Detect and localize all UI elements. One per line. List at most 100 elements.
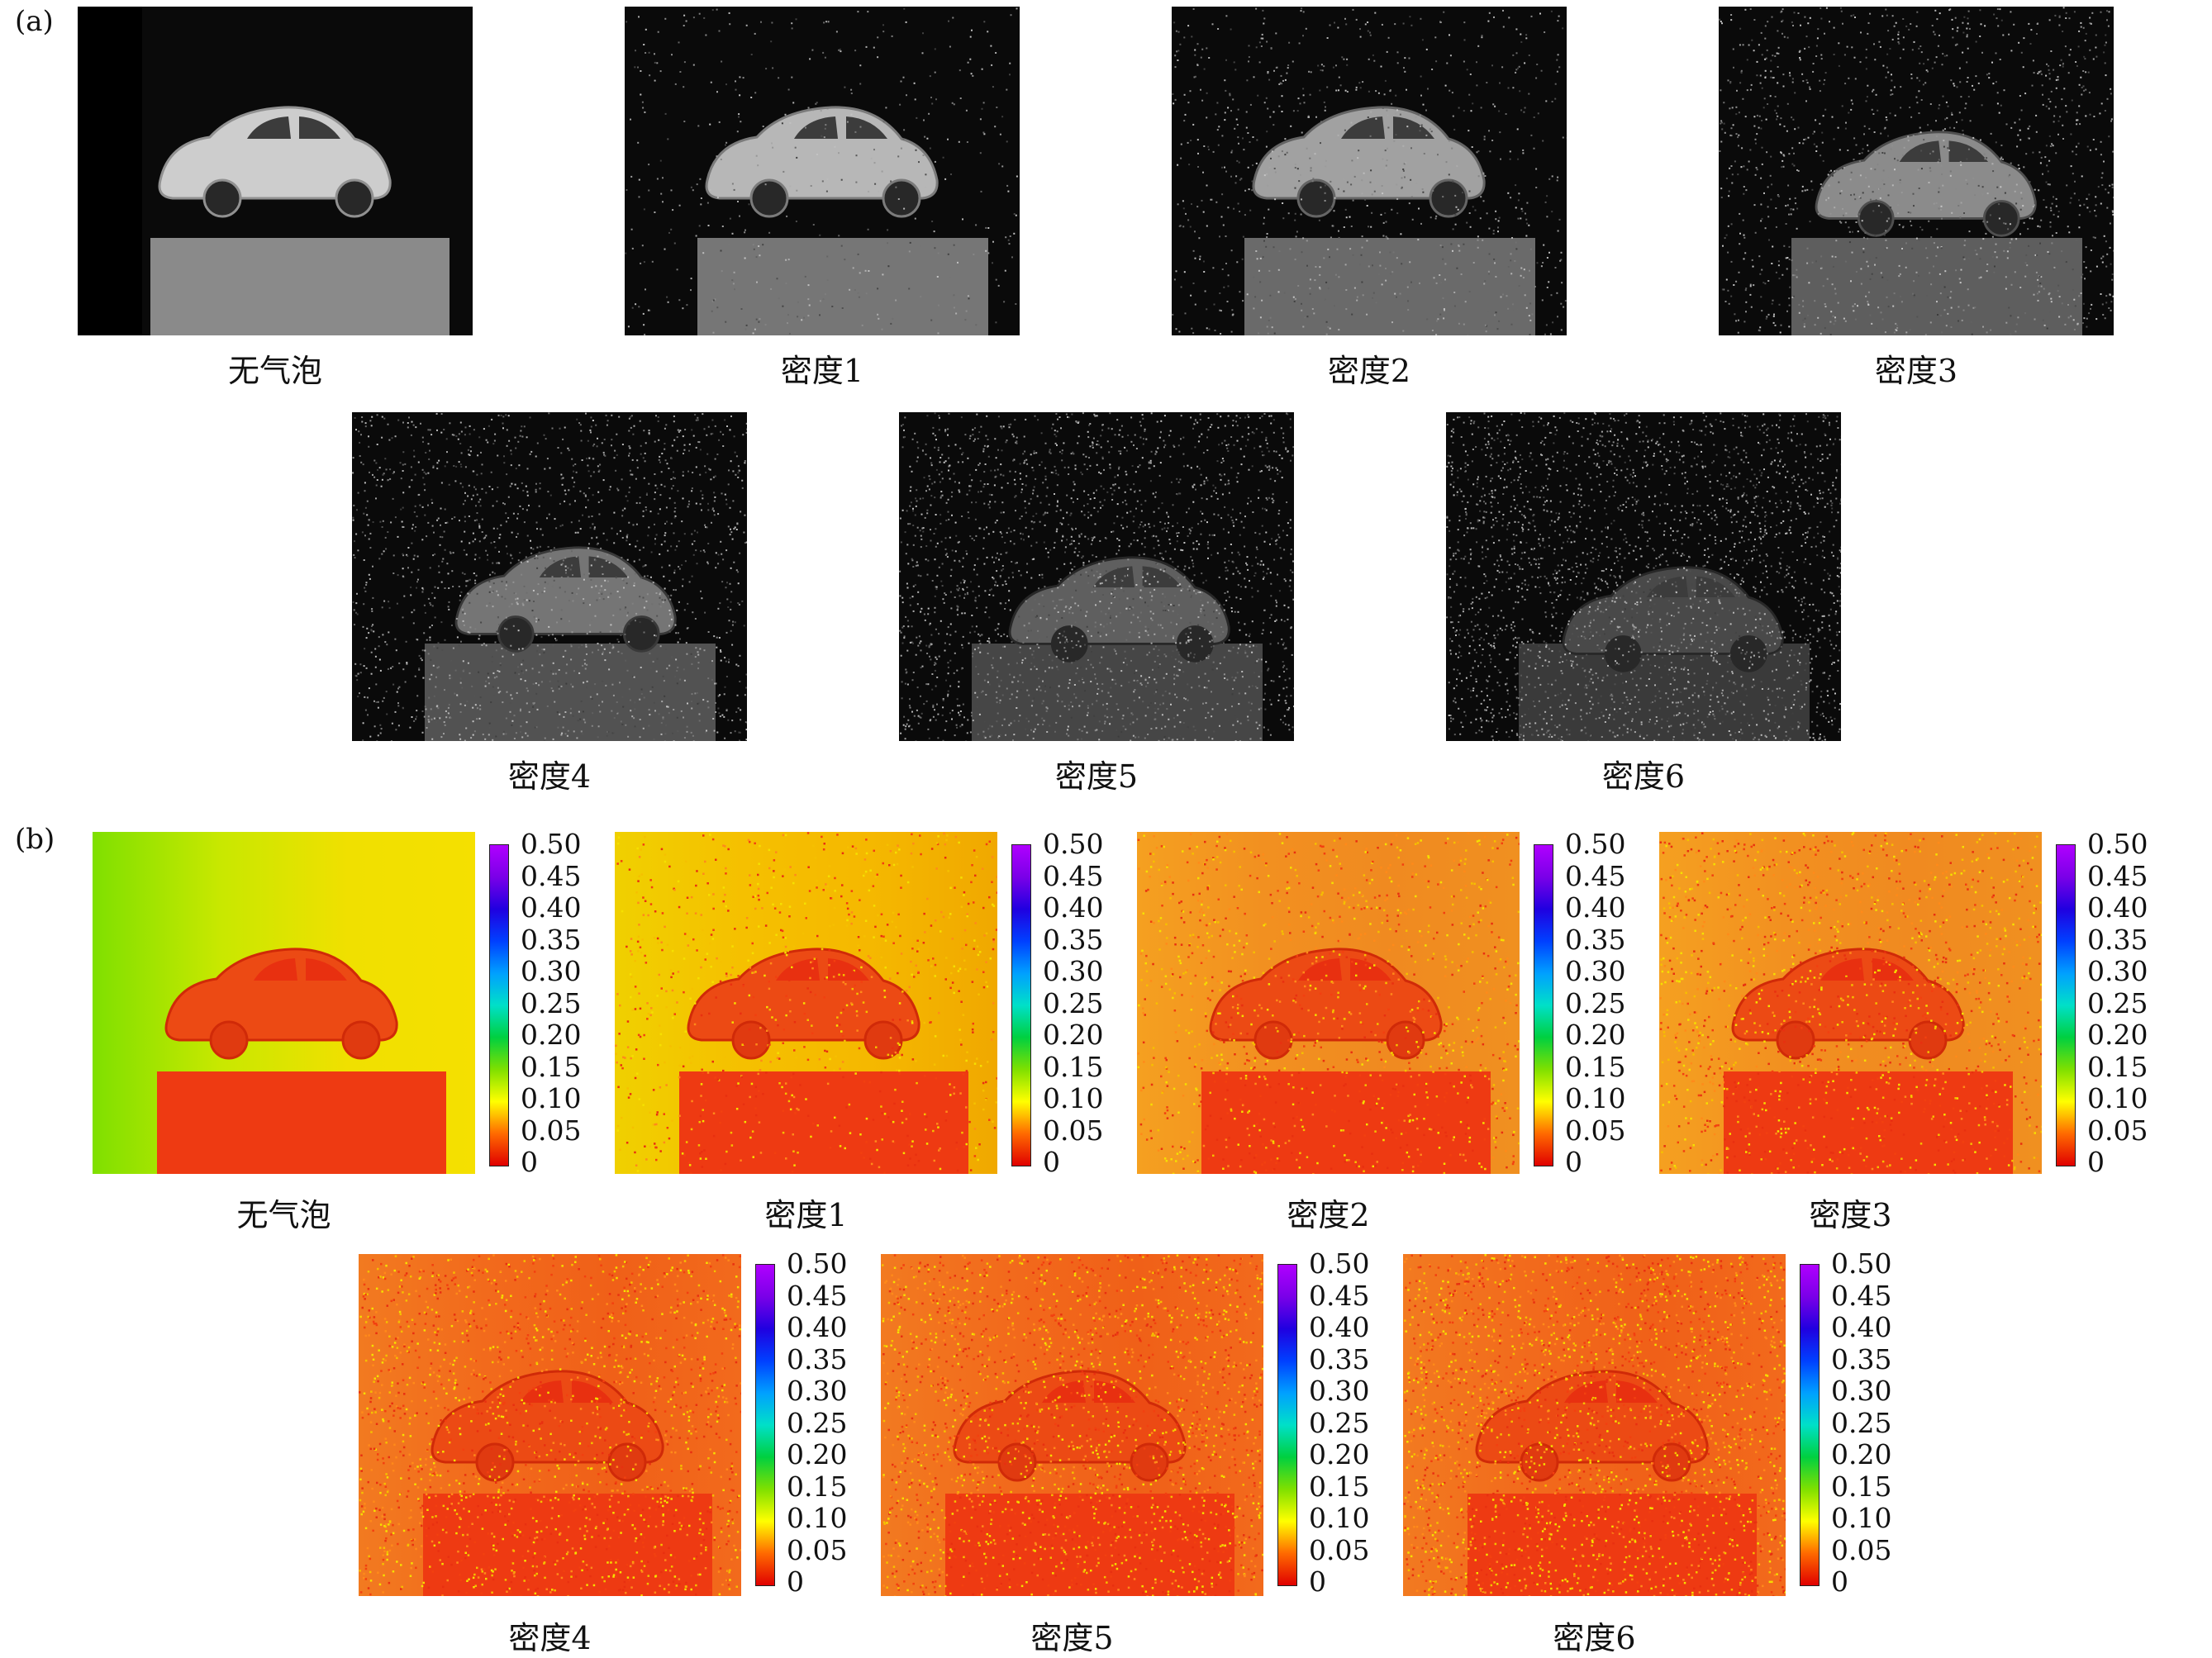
map-caption: 无气泡 (93, 1190, 475, 1235)
colorbar-tick-label: 0.20 (1309, 1439, 1369, 1471)
colorbar-tick-label: 0.10 (1565, 1083, 1625, 1115)
colorbar-tick-label: 0.30 (1831, 1375, 1891, 1408)
colorbar-tick-label: 0.40 (1043, 892, 1103, 924)
colorbar-tick-label: 0.10 (787, 1503, 847, 1535)
colorbar-tick-label: 0.45 (1831, 1280, 1891, 1313)
colorbar-tick-label: 0.10 (521, 1083, 581, 1115)
map-density-3 (1659, 832, 2042, 1174)
pedestal-box (425, 644, 716, 741)
colorbar-tick-label: 0.40 (2087, 892, 2148, 924)
colorbar-tick-label: 0 (787, 1566, 847, 1599)
colorbar-tick-label: 0.35 (1831, 1344, 1891, 1376)
colorbar-tick-label: 0.10 (1309, 1503, 1369, 1535)
colorbar-tick-label: 0.40 (1565, 892, 1625, 924)
pedestal-box (1724, 1071, 2013, 1174)
map-caption: 密度5 (881, 1613, 1263, 1658)
colorbar-tick-label: 0.30 (1309, 1375, 1369, 1408)
colorbar-tick-label: 0.40 (1309, 1312, 1369, 1344)
colorbar (755, 1264, 775, 1586)
photo-caption: 密度6 (1446, 751, 1841, 796)
colorbar-tick-label: 0.50 (1565, 829, 1625, 861)
colorbar-tick-label: 0.30 (1565, 956, 1625, 988)
colorbar-tick-label: 0.05 (1831, 1535, 1891, 1567)
colorbar-tick-label: 0.20 (1043, 1019, 1103, 1052)
colorbar-tick-label: 0 (1565, 1147, 1625, 1179)
colorbar (1277, 1264, 1297, 1586)
colorbar-tick-label: 0.45 (1043, 861, 1103, 893)
colorbar-tick-label: 0.25 (2087, 988, 2148, 1020)
colorbar-tick-label: 0.40 (521, 892, 581, 924)
pedestal-box (1201, 1071, 1491, 1174)
colorbar-tick-label: 0.05 (1565, 1115, 1625, 1147)
colorbar-tick-label: 0.05 (787, 1535, 847, 1567)
colorbar (489, 844, 509, 1166)
colorbar-tick-label: 0.15 (1043, 1052, 1103, 1084)
colorbar-tick-label: 0.25 (1043, 988, 1103, 1020)
colorbar-tick-label: 0.40 (787, 1312, 847, 1344)
colorbar-tick-label: 0 (521, 1147, 581, 1179)
colorbar-tick-label: 0.05 (521, 1115, 581, 1147)
map-density-6 (1403, 1254, 1786, 1596)
colorbar-tick-label: 0.05 (1043, 1115, 1103, 1147)
photo-density-5 (899, 412, 1294, 741)
colorbar-tick-label: 0.35 (787, 1344, 847, 1376)
map-caption: 密度2 (1137, 1190, 1520, 1235)
colorbar-tick-label: 0.30 (787, 1375, 847, 1408)
photo-caption: 密度1 (625, 345, 1020, 391)
colorbar-tick-label: 0 (1043, 1147, 1103, 1179)
map-caption: 密度1 (615, 1190, 997, 1235)
photo-caption: 密度4 (352, 751, 747, 796)
pedestal-box (157, 1071, 446, 1174)
colorbar-tick-label: 0.35 (1309, 1344, 1369, 1376)
colorbar-tick-label: 0.20 (787, 1439, 847, 1471)
colorbar (1534, 844, 1553, 1166)
pedestal-box (697, 238, 988, 335)
colorbar-tick-label: 0.35 (1565, 924, 1625, 957)
map-caption: 密度6 (1403, 1613, 1786, 1658)
colorbar-tick-label: 0.15 (521, 1052, 581, 1084)
map-density-1 (615, 832, 997, 1174)
colorbar-tick-label: 0 (1831, 1566, 1891, 1599)
colorbar-tick-label: 0.45 (521, 861, 581, 893)
colorbar-tick-label: 0.35 (521, 924, 581, 957)
colorbar-tick-label: 0.50 (2087, 829, 2148, 861)
colorbar-tick-label: 0.20 (2087, 1019, 2148, 1052)
panel-a-label: (a) (15, 5, 54, 38)
colorbar-tick-label: 0.35 (2087, 924, 2148, 957)
colorbar-tick-label: 0.10 (1043, 1083, 1103, 1115)
colorbar-tick-label: 0.25 (787, 1408, 847, 1440)
colorbar-tick-label: 0.05 (1309, 1535, 1369, 1567)
photo-caption: 密度5 (899, 751, 1294, 796)
map-density-4 (359, 1254, 741, 1596)
panel-b-label: (b) (15, 823, 55, 856)
colorbar-tick-label: 0.25 (1831, 1408, 1891, 1440)
colorbar-tick-label: 0.15 (1565, 1052, 1625, 1084)
photo-density-1 (625, 7, 1020, 335)
map-density-5 (881, 1254, 1263, 1596)
colorbar-tick-label: 0.30 (1043, 956, 1103, 988)
colorbar-tick-label: 0.45 (787, 1280, 847, 1313)
colorbar-tick-label: 0.05 (2087, 1115, 2148, 1147)
pedestal-box (679, 1071, 968, 1174)
colorbar-tick-label: 0.15 (1831, 1471, 1891, 1504)
colorbar-tick-label: 0.30 (521, 956, 581, 988)
colorbar-tick-label: 0.30 (2087, 956, 2148, 988)
photo-density-4 (352, 412, 747, 741)
photo-density-3 (1719, 7, 2114, 335)
colorbar-tick-label: 0 (1309, 1566, 1369, 1599)
map-density-2 (1137, 832, 1520, 1174)
colorbar (2056, 844, 2076, 1166)
colorbar-tick-label: 0.15 (787, 1471, 847, 1504)
colorbar (1011, 844, 1031, 1166)
colorbar-tick-label: 0.50 (787, 1248, 847, 1280)
colorbar-tick-label: 0.45 (1565, 861, 1625, 893)
colorbar-tick-label: 0.15 (2087, 1052, 2148, 1084)
colorbar-tick-label: 0.35 (1043, 924, 1103, 957)
colorbar-tick-label: 0.45 (1309, 1280, 1369, 1313)
pedestal-box (150, 238, 450, 335)
